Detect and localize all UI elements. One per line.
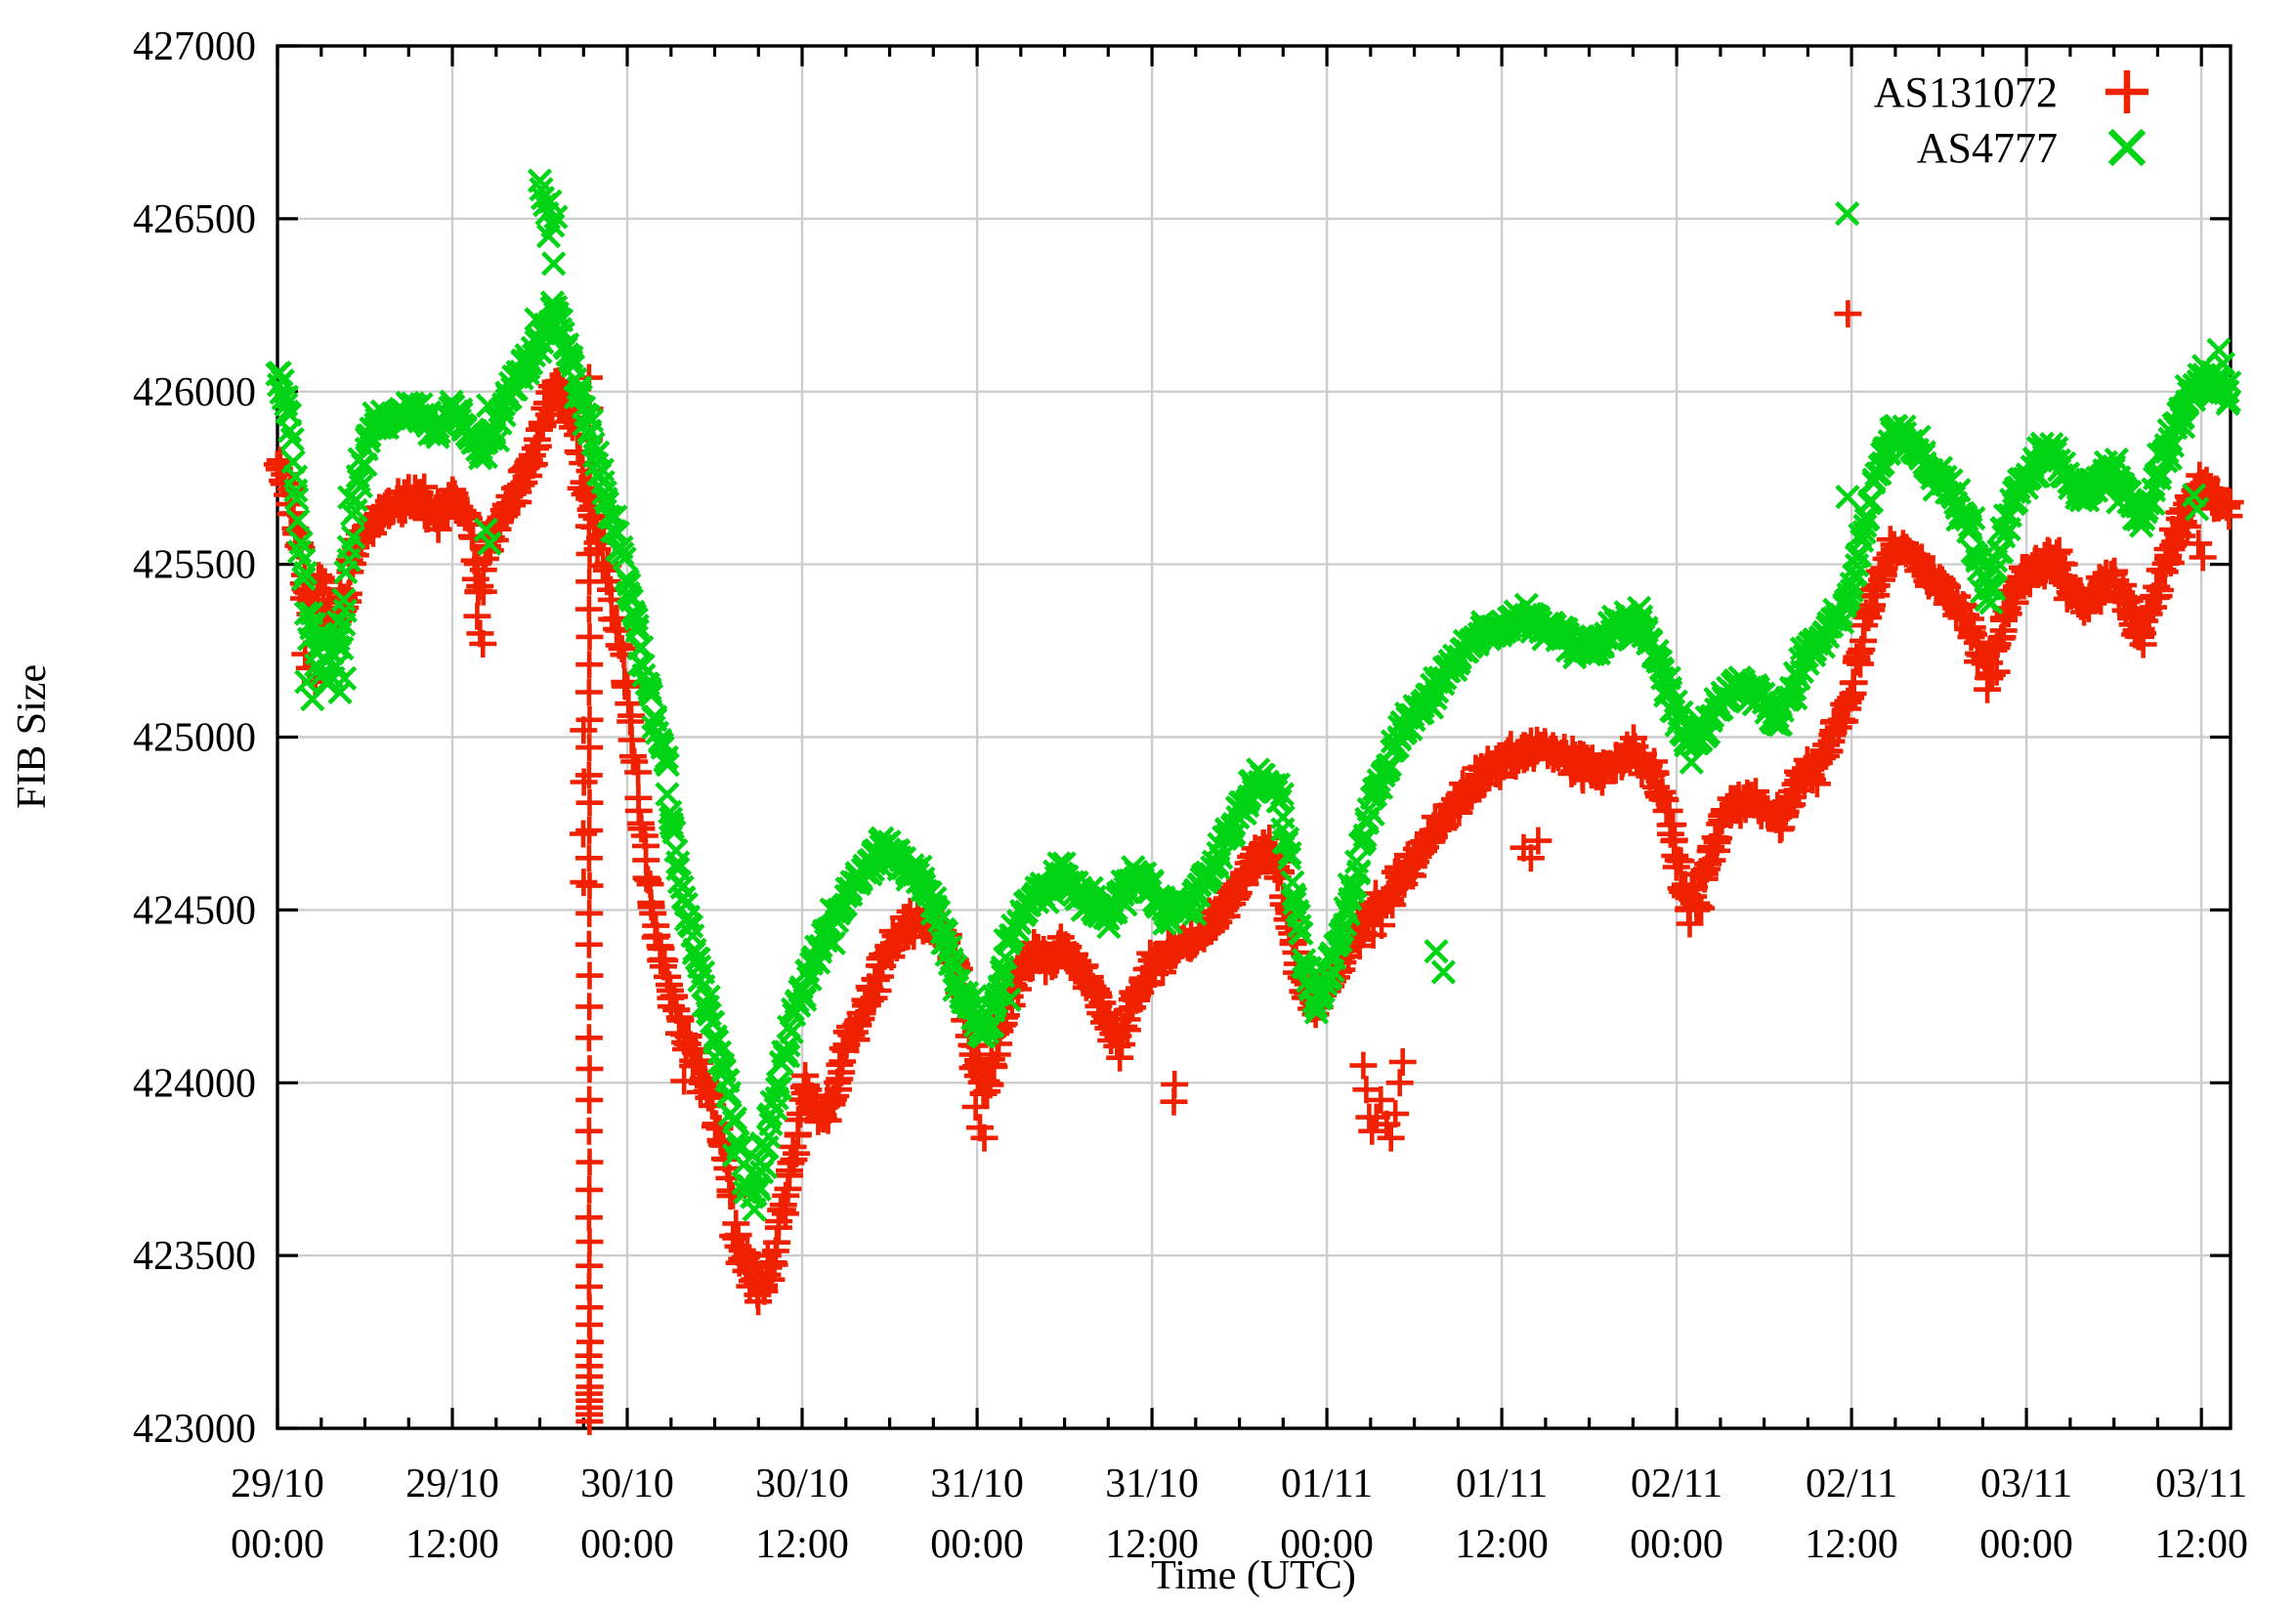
tick-label-layer: 423000 423500 424000 424500 425000 425500 4260… [133,24,2248,1567]
x-tick-date-label: 03/11 [1980,1462,2072,1506]
x-tick-date-label: 31/10 [1105,1462,1199,1506]
x-tick-time-label: 00:00 [1630,1522,1723,1567]
x-tick-date-label: 01/11 [1456,1462,1548,1506]
axes-layer [276,44,2232,1430]
x-tick-time-label: 00:00 [1979,1522,2073,1567]
y-tick-label: 424500 [133,888,256,933]
legend: AS131072 AS4777 [1874,68,2148,172]
x-tick-date-label: 30/10 [755,1462,849,1506]
x-tick-date-label: 31/10 [930,1462,1024,1506]
y-tick-label: 425000 [133,716,256,761]
legend-label-as131072: AS131072 [1874,68,2058,116]
y-tick-label: 424000 [133,1061,256,1106]
x-tick-time-label: 12:00 [1805,1522,1898,1567]
axis-ticks [276,44,2231,1430]
y-tick-label: 425500 [133,543,256,588]
series-layer [263,168,2244,1435]
x-tick-time-label: 12:00 [1105,1522,1199,1567]
legend-marker-cross-icon [2107,128,2147,167]
legend-marker-plus-icon [2105,70,2148,113]
x-tick-time-label: 00:00 [930,1522,1024,1567]
y-tick-label: 427000 [133,24,256,69]
y-axis-title: FIB Size [10,664,55,809]
x-tick-date-label: 02/11 [1806,1462,1897,1506]
gridlines [277,46,2231,1428]
y-tick-label: 423500 [133,1234,256,1279]
x-tick-time-label: 12:00 [405,1522,499,1567]
x-tick-time-label: 00:00 [231,1522,324,1567]
x-tick-time-label: 12:00 [1455,1522,1549,1567]
x-tick-time-label: 12:00 [2154,1522,2248,1567]
x-tick-time-label: 12:00 [755,1522,849,1567]
x-tick-date-label: 30/10 [580,1462,674,1506]
x-tick-date-label: 29/10 [405,1462,499,1506]
legend-label-as4777: AS4777 [1917,124,2058,172]
x-tick-time-label: 00:00 [1280,1522,1374,1567]
x-axis-title: Time (UTC) [1151,1553,1356,1598]
x-tick-date-label: 03/11 [2155,1462,2247,1506]
grid-layer [277,46,2231,1428]
x-tick-date-label: 02/11 [1631,1462,1722,1506]
x-tick-date-label: 01/11 [1281,1462,1373,1506]
x-tick-time-label: 00:00 [580,1522,674,1567]
x-tick-date-label: 29/10 [231,1462,324,1506]
y-tick-label: 426000 [133,370,256,415]
series-points-as4777 [265,168,2242,1222]
y-tick-label: 423000 [133,1407,256,1452]
y-tick-label: 426500 [133,197,256,242]
